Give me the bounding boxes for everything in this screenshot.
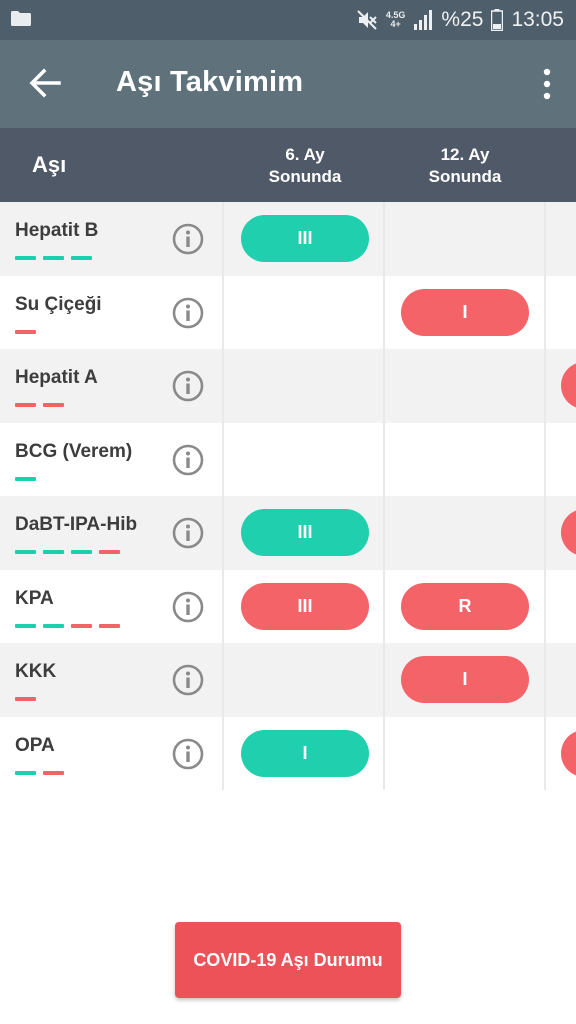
info-icon[interactable] — [172, 591, 204, 623]
dose-dash — [15, 623, 36, 628]
dose-pill[interactable]: III — [241, 215, 369, 262]
vaccine-name: KPA — [15, 587, 54, 609]
grid-line — [544, 202, 546, 790]
page-title: Aşı Takvimim — [116, 66, 304, 98]
dose-dash — [15, 329, 36, 334]
dose-dash — [43, 403, 64, 407]
dose-dash — [15, 697, 36, 701]
clock: 13:05 — [511, 8, 564, 31]
info-icon[interactable] — [172, 370, 204, 402]
dose-progress-indicator — [15, 697, 36, 701]
table-row: DaBT-IPA-Hib III — [0, 496, 576, 570]
dose-dash — [15, 476, 36, 481]
back-arrow-icon[interactable] — [26, 64, 64, 102]
signal-icon — [414, 10, 433, 30]
status-bar: 4.5G 4+ %25 13:05 — [0, 0, 576, 40]
header-col-line2: Sonunda — [428, 167, 502, 186]
battery-icon — [491, 9, 504, 31]
info-icon[interactable] — [172, 223, 204, 255]
dose-pill[interactable]: I — [401, 288, 529, 336]
vaccine-name: Hepatit B — [15, 220, 99, 241]
table-row: BCG (Verem) — [0, 423, 576, 497]
dose-progress-indicator — [15, 329, 36, 334]
dose-dash — [71, 623, 92, 628]
dose-pill-partial[interactable] — [561, 509, 576, 556]
dose-dash — [15, 770, 36, 775]
battery-percent: %25 — [441, 8, 484, 31]
table-row: Hepatit A — [0, 349, 576, 423]
dose-progress-indicator — [15, 770, 64, 775]
grid-line — [383, 202, 385, 790]
vaccine-name: KKK — [15, 661, 57, 682]
grid-line — [222, 202, 224, 790]
dose-dash — [15, 550, 36, 554]
dose-dash — [43, 623, 64, 628]
dose-progress-indicator — [15, 550, 120, 554]
dose-dash — [43, 550, 64, 554]
vaccine-name: BCG (Verem) — [15, 440, 133, 462]
vaccine-name: DaBT-IPA-Hib — [15, 514, 138, 535]
dose-dash — [71, 550, 92, 554]
header-col-line2: Sonunda — [268, 167, 342, 186]
vaccine-name: Hepatit A — [15, 367, 98, 388]
dose-dash — [43, 770, 64, 775]
dose-pill[interactable]: I — [401, 656, 529, 703]
table-row: KPA III R — [0, 570, 576, 644]
vaccine-name: Su Çiçeği — [15, 293, 102, 315]
vaccine-table: Hepatit B III Su Çiçeği I Hepatit A BCG (Vere… — [0, 202, 576, 790]
dose-dash — [15, 403, 36, 407]
dose-dash — [99, 550, 120, 554]
info-icon[interactable] — [172, 738, 204, 770]
dose-pill[interactable]: R — [401, 582, 529, 630]
dose-pill[interactable]: III — [241, 509, 369, 556]
header-col-12-months: 12. Ay Sonunda — [385, 144, 545, 188]
table-row: KKK I — [0, 643, 576, 717]
dose-dash — [71, 256, 92, 260]
more-vert-icon[interactable] — [540, 66, 554, 102]
network-type: 4.5G — [385, 10, 406, 20]
table-header: Aşı 6. Ay Sonunda 12. Ay Sonunda — [0, 128, 576, 202]
vaccine-name: OPA — [15, 734, 55, 756]
dose-dash — [15, 256, 36, 260]
dose-progress-indicator — [15, 403, 64, 407]
network-indicator: 4.5G 4+ — [386, 11, 406, 29]
dose-dash — [99, 623, 120, 628]
network-sub: 4+ — [390, 19, 401, 29]
dose-pill[interactable]: I — [241, 729, 369, 777]
table-row: OPA I — [0, 717, 576, 791]
header-col-6-months: 6. Ay Sonunda — [225, 144, 385, 188]
dose-progress-indicator — [15, 623, 120, 628]
info-icon[interactable] — [172, 444, 204, 476]
dose-pill-partial[interactable] — [561, 729, 576, 777]
dose-progress-indicator — [15, 476, 36, 481]
folder-icon — [11, 11, 31, 26]
mute-icon — [357, 10, 377, 30]
info-icon[interactable] — [172, 517, 204, 549]
header-vaccine-label: Aşı — [32, 152, 67, 177]
dose-progress-indicator — [15, 256, 92, 260]
header-col-line1: 6. Ay — [285, 145, 325, 164]
header-col-line1: 12. Ay — [440, 145, 490, 164]
status-icons: 4.5G 4+ %25 13:05 — [356, 0, 564, 40]
dose-dash — [43, 256, 64, 260]
app-bar: Aşı Takvimim — [0, 40, 576, 128]
covid-status-button[interactable]: COVID-19 Aşı Durumu — [175, 922, 401, 998]
info-icon[interactable] — [172, 664, 204, 696]
table-row: Su Çiçeği I — [0, 276, 576, 350]
dose-pill[interactable]: III — [241, 582, 369, 630]
info-icon[interactable] — [172, 297, 204, 329]
table-row: Hepatit B III — [0, 202, 576, 276]
dose-pill-partial[interactable] — [561, 362, 576, 409]
